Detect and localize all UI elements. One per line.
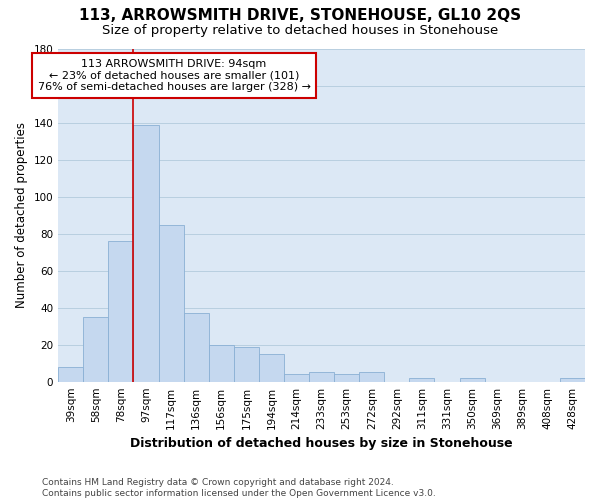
- Bar: [284, 374, 309, 382]
- Bar: [359, 372, 385, 382]
- Text: 113, ARROWSMITH DRIVE, STONEHOUSE, GL10 2QS: 113, ARROWSMITH DRIVE, STONEHOUSE, GL10 …: [79, 8, 521, 22]
- Bar: [409, 378, 434, 382]
- Bar: [158, 224, 184, 382]
- Bar: [309, 372, 334, 382]
- Bar: [334, 374, 359, 382]
- Bar: [209, 344, 234, 382]
- Bar: [133, 125, 158, 382]
- Bar: [460, 378, 485, 382]
- Bar: [259, 354, 284, 382]
- Bar: [83, 317, 109, 382]
- Bar: [109, 241, 133, 382]
- Text: 113 ARROWSMITH DRIVE: 94sqm
← 23% of detached houses are smaller (101)
76% of se: 113 ARROWSMITH DRIVE: 94sqm ← 23% of det…: [38, 59, 311, 92]
- Text: Size of property relative to detached houses in Stonehouse: Size of property relative to detached ho…: [102, 24, 498, 37]
- Y-axis label: Number of detached properties: Number of detached properties: [15, 122, 28, 308]
- Bar: [58, 367, 83, 382]
- X-axis label: Distribution of detached houses by size in Stonehouse: Distribution of detached houses by size …: [130, 437, 513, 450]
- Text: Contains HM Land Registry data © Crown copyright and database right 2024.
Contai: Contains HM Land Registry data © Crown c…: [42, 478, 436, 498]
- Bar: [184, 314, 209, 382]
- Bar: [560, 378, 585, 382]
- Bar: [234, 346, 259, 382]
